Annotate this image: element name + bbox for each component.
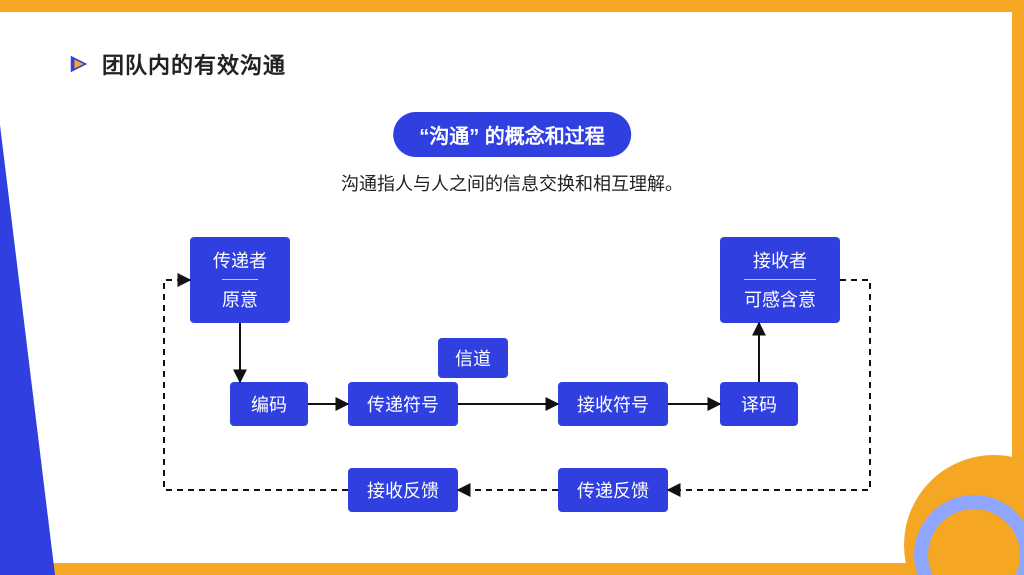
flow-node-tx_fb: 传递反馈 (558, 468, 668, 512)
flow-node-sender-bottom: 原意 (222, 279, 258, 312)
frame-bottom (0, 563, 1024, 575)
flow-node-tx_sym: 传递符号 (348, 382, 458, 426)
slide-stage: 团队内的有效沟通 “沟通” 的概念和过程 沟通指人与人之间的信息交换和相互理解。… (0, 0, 1024, 575)
frame-top (0, 0, 1024, 12)
flow-node-rx_fb: 接收反馈 (348, 468, 458, 512)
header: 团队内的有效沟通 (68, 48, 286, 80)
subtitle-pill: “沟通” 的概念和过程 (393, 112, 631, 157)
flowchart-edges (0, 0, 1024, 575)
page-title: 团队内的有效沟通 (102, 48, 286, 80)
flow-node-receiver-top: 接收者 (753, 247, 807, 279)
flow-node-channel: 信道 (438, 338, 508, 378)
flow-node-sender: 传递者原意 (190, 237, 290, 323)
flow-node-rx_sym: 接收符号 (558, 382, 668, 426)
flow-node-encode: 编码 (230, 382, 308, 426)
left-blue-triangle (0, 125, 55, 575)
flow-node-receiver-bottom: 可感含意 (744, 279, 816, 312)
flow-node-sender-top: 传递者 (213, 247, 267, 279)
flow-node-receiver: 接收者可感含意 (720, 237, 840, 323)
tagline: 沟通指人与人之间的信息交换和相互理解。 (341, 170, 683, 196)
flow-node-decode: 译码 (720, 382, 798, 426)
play-triangle-icon (68, 53, 90, 75)
